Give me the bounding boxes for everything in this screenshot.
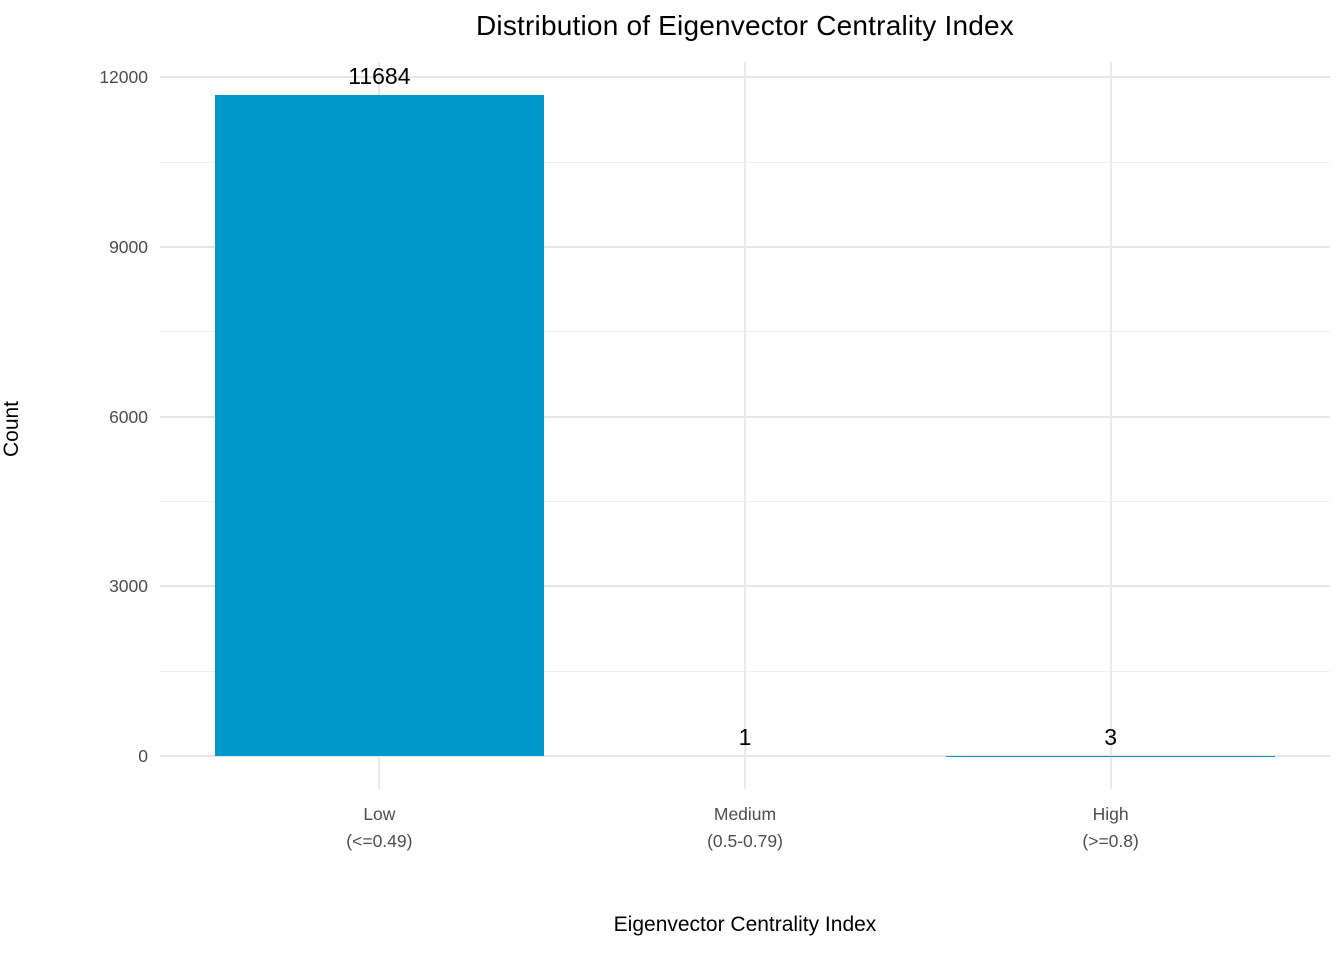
x-axis-title: Eigenvector Centrality Index: [613, 913, 877, 936]
gridline-minor-h: [160, 500, 1330, 502]
x-axis-tick-label: Low (<=0.49): [249, 801, 509, 855]
gridline-minor-h: [160, 161, 1330, 163]
gridline-major-h: [160, 76, 1330, 79]
gridline-minor-h: [160, 331, 1330, 333]
gridline-major-h: [160, 754, 1330, 757]
gridline-minor-h: [160, 670, 1330, 672]
gridline-major-v: [1109, 62, 1112, 789]
x-tick-category: Low: [363, 804, 396, 824]
gridline-major-h: [160, 585, 1330, 588]
bar-value-label: 11684: [348, 63, 411, 90]
y-axis-title: Count: [0, 400, 23, 458]
gridline-major-v: [744, 62, 746, 789]
chart-title: Distribution of Eigenvector Centrality I…: [476, 10, 1014, 41]
x-tick-range: (<=0.49): [346, 831, 413, 851]
x-tick-range: (0.5-0.79): [707, 831, 783, 851]
x-tick-range: (>=0.8): [1082, 831, 1139, 851]
bar-value-label: 3: [1104, 723, 1118, 750]
x-tick-category: High: [1092, 804, 1129, 824]
bar-value-label: 1: [738, 723, 752, 750]
gridline-major-v: [378, 62, 381, 789]
x-axis-tick-label: High (>=0.8): [981, 801, 1241, 855]
bar-low: [214, 95, 544, 756]
x-axis-tick-label: Medium (0.5-0.79): [615, 801, 875, 855]
gridline-major-h: [160, 245, 1330, 248]
x-tick-category: Medium: [713, 804, 777, 824]
gridline-major-h: [160, 415, 1330, 418]
